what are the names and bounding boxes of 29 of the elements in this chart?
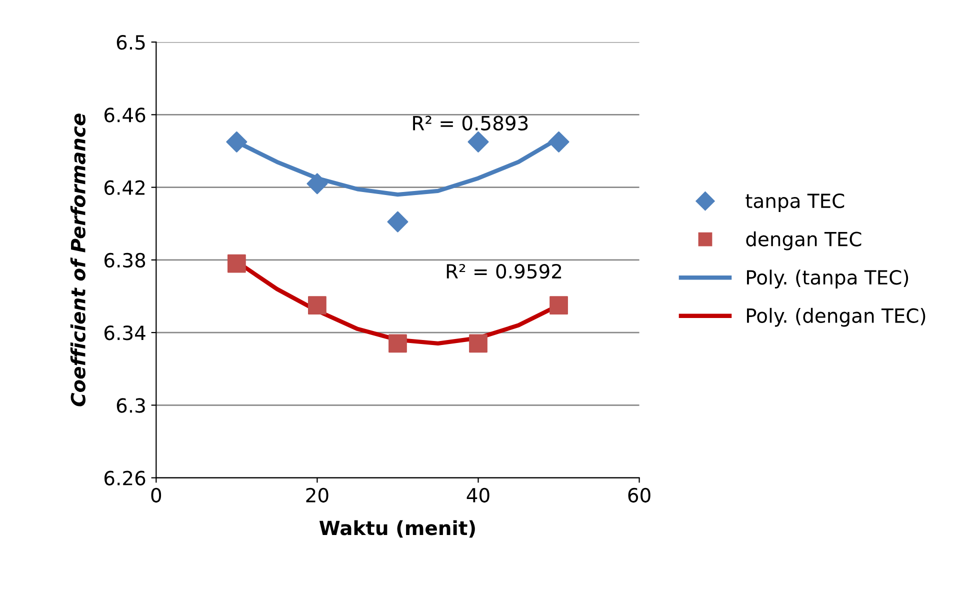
y-tick-label: 6.34 [104,326,146,340]
y-axis-title: Coefficient of Performance [70,114,86,406]
point [548,131,570,152]
point [388,334,407,353]
x-tick-label: 40 [466,488,490,503]
point [387,211,408,232]
y-tick-label: 6.38 [104,252,146,268]
legend-label: dengan TEC [746,231,862,250]
annotation: R² = 0.9592 [446,264,562,279]
x-axis-title: Waktu (menit) [319,520,475,538]
y-tick-label: 6.42 [104,180,144,195]
legend-label: Poly. (tanpa TEC) [747,270,908,288]
y-tick-label: 6.3 [116,398,145,413]
annotation: R² = 0.5893 [413,116,528,130]
y-tick-label: 6.46 [104,108,146,122]
legend-label: Poly. (dengan TEC) [747,308,926,327]
y-tick-label: 6.5 [116,35,145,50]
y-tick-label: 6.26 [104,470,146,486]
x-tick-label: 0 [151,488,162,503]
legend-label: tanpa TEC [746,193,844,212]
point [227,254,246,273]
point [550,296,568,315]
x-tick-label: 20 [306,488,328,503]
point [468,131,489,152]
point [469,334,488,353]
point [226,131,248,152]
point [306,173,328,194]
x-tick-label: 60 [628,488,650,503]
point [308,296,326,315]
